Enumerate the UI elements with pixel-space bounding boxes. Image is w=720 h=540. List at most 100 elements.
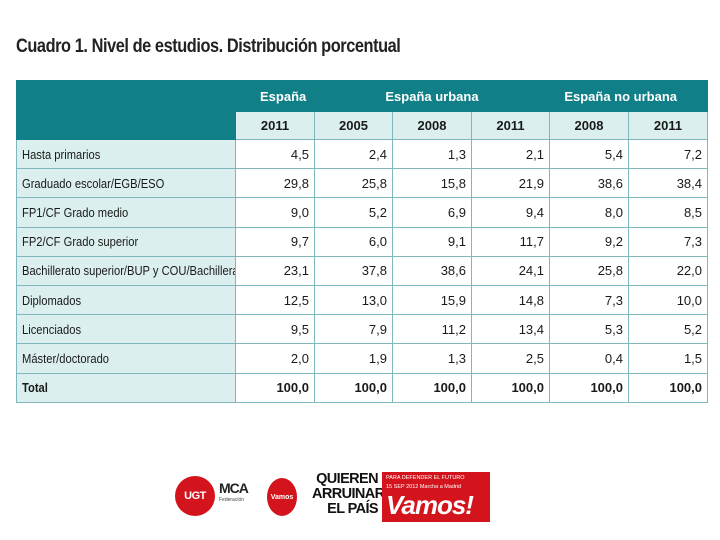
row-label: Diplomados — [22, 292, 82, 308]
corner-cell — [16, 111, 236, 140]
total-row: Total 100,0 100,0 100,0 100,0 100,0 100,0 — [16, 372, 709, 403]
row-label-cell: FP1/CF Grado medio — [16, 197, 236, 228]
banner-date-text: 15 SEP 2012 Marcha a Madrid — [386, 484, 462, 490]
group-espana-no-urbana: España no urbana — [548, 80, 709, 112]
corner-cell — [16, 80, 236, 112]
value-cell: 7,2 — [627, 138, 709, 170]
table-row: Diplomados 12,5 13,0 15,9 14,8 7,3 10,0 — [16, 284, 709, 316]
value-cell: 1,9 — [314, 343, 393, 374]
table-row: Licenciados 9,5 7,9 11,2 13,4 5,3 5,2 — [16, 314, 709, 345]
value-cell: 2,4 — [314, 138, 393, 170]
row-label-cell: Máster/doctorado — [16, 343, 236, 374]
value-cell: 11,2 — [392, 314, 472, 345]
value-cell: 5,2 — [627, 314, 709, 345]
value-cell: 9,4 — [471, 197, 550, 228]
banner-small-text: PARA DEFENDER EL FUTURO — [386, 475, 465, 481]
year-header-row: 2011 2005 2008 2011 2008 2011 — [16, 111, 709, 140]
value-cell: 9,2 — [549, 226, 629, 257]
value-cell: 0,4 — [549, 343, 629, 374]
value-cell: 25,8 — [549, 255, 629, 286]
value-cell: 8,0 — [549, 197, 629, 228]
value-cell: 8,5 — [627, 197, 709, 228]
value-cell: 7,3 — [627, 226, 709, 257]
vamos-banner: PARA DEFENDER EL FUTURO 15 SEP 2012 Marc… — [382, 472, 490, 522]
value-cell: 38,6 — [549, 168, 629, 199]
value-cell: 7,9 — [314, 314, 393, 345]
row-label-cell: Diplomados — [16, 284, 236, 316]
page-title: Cuadro 1. Nivel de estudios. Distribució… — [16, 36, 401, 57]
value-cell: 6,0 — [314, 226, 393, 257]
value-cell: 100,0 — [392, 372, 472, 403]
value-cell: 10,0 — [627, 284, 709, 316]
value-cell: 22,0 — [627, 255, 709, 286]
value-cell: 2,1 — [471, 138, 550, 170]
row-label: Total — [22, 380, 48, 396]
row-label: FP1/CF Grado medio — [22, 204, 129, 220]
slogan-line: ARRUINAR — [312, 486, 385, 502]
value-cell: 100,0 — [627, 372, 709, 403]
year-header: 2005 — [314, 111, 393, 140]
row-label-cell: Graduado escolar/EGB/ESO — [16, 168, 236, 199]
value-cell: 9,5 — [235, 314, 315, 345]
table-row: Máster/doctorado 2,0 1,9 1,3 2,5 0,4 1,5 — [16, 343, 709, 374]
value-cell: 100,0 — [471, 372, 550, 403]
value-cell: 5,3 — [549, 314, 629, 345]
value-cell: 2,0 — [235, 343, 315, 374]
slogan-line: EL PAÍS — [327, 501, 378, 517]
banner-big-text: Vamos! — [386, 490, 474, 520]
value-cell: 21,9 — [471, 168, 550, 199]
value-cell: 14,8 — [471, 284, 550, 316]
row-label-cell: FP2/CF Grado superior — [16, 226, 236, 257]
value-cell: 5,4 — [549, 138, 629, 170]
row-label-cell: Total — [16, 372, 236, 403]
value-cell: 13,4 — [471, 314, 550, 345]
table-row: Hasta primarios 4,5 2,4 1,3 2,1 5,4 7,2 — [16, 138, 709, 170]
mca-logo-text: MCA — [219, 480, 249, 496]
value-cell: 100,0 — [235, 372, 315, 403]
table-row: Bachillerato superior/BUP y COU/Bachille… — [16, 255, 709, 286]
mca-logo-subtext: Federación — [219, 497, 245, 503]
value-cell: 13,0 — [314, 284, 393, 316]
value-cell: 1,3 — [392, 343, 472, 374]
row-label-cell: Bachillerato superior/BUP y COU/Bachille… — [16, 255, 236, 286]
row-label-cell: Licenciados — [16, 314, 236, 345]
quieren-arruinar-slogan: QUIEREN ARRUINAR EL PAÍS — [312, 471, 385, 517]
value-cell: 11,7 — [471, 226, 550, 257]
table-row: Graduado escolar/EGB/ESO 29,8 25,8 15,8 21,9… — [16, 168, 709, 199]
value-cell: 12,5 — [235, 284, 315, 316]
value-cell: 4,5 — [235, 138, 315, 170]
row-label: Hasta primarios — [22, 146, 101, 162]
group-espana: España — [235, 80, 315, 112]
year-header: 2011 — [471, 111, 550, 140]
year-header: 2008 — [549, 111, 629, 140]
vamos-small-logo: Vamos — [267, 478, 297, 516]
value-cell: 9,7 — [235, 226, 315, 257]
value-cell: 24,1 — [471, 255, 550, 286]
row-label: Máster/doctorado — [22, 350, 110, 366]
value-cell: 15,8 — [392, 168, 472, 199]
row-label: Bachillerato superior/BUP y COU/Bachille… — [22, 263, 236, 279]
value-cell: 15,9 — [392, 284, 472, 316]
group-header-row: España España urbana España no urbana — [16, 80, 709, 112]
value-cell: 37,8 — [314, 255, 393, 286]
value-cell: 2,5 — [471, 343, 550, 374]
ugt-logo: UGT — [175, 476, 215, 516]
value-cell: 1,3 — [392, 138, 472, 170]
year-header: 2011 — [235, 111, 315, 140]
table-row: FP1/CF Grado medio 9,0 5,2 6,9 9,4 8,0 8,5 — [16, 197, 709, 228]
row-label: FP2/CF Grado superior — [22, 234, 139, 250]
value-cell: 9,0 — [235, 197, 315, 228]
value-cell: 100,0 — [314, 372, 393, 403]
value-cell: 9,1 — [392, 226, 472, 257]
value-cell: 38,4 — [627, 168, 709, 199]
value-cell: 1,5 — [627, 343, 709, 374]
group-espana-urbana: España urbana — [314, 80, 550, 112]
table-row: FP2/CF Grado superior 9,7 6,0 9,1 11,7 9,2 7,3 — [16, 226, 709, 257]
value-cell: 23,1 — [235, 255, 315, 286]
value-cell: 5,2 — [314, 197, 393, 228]
row-label-cell: Hasta primarios — [16, 138, 236, 170]
value-cell: 7,3 — [549, 284, 629, 316]
year-header: 2008 — [392, 111, 472, 140]
row-label: Licenciados — [22, 321, 82, 337]
slogan-line: QUIEREN — [316, 471, 378, 487]
